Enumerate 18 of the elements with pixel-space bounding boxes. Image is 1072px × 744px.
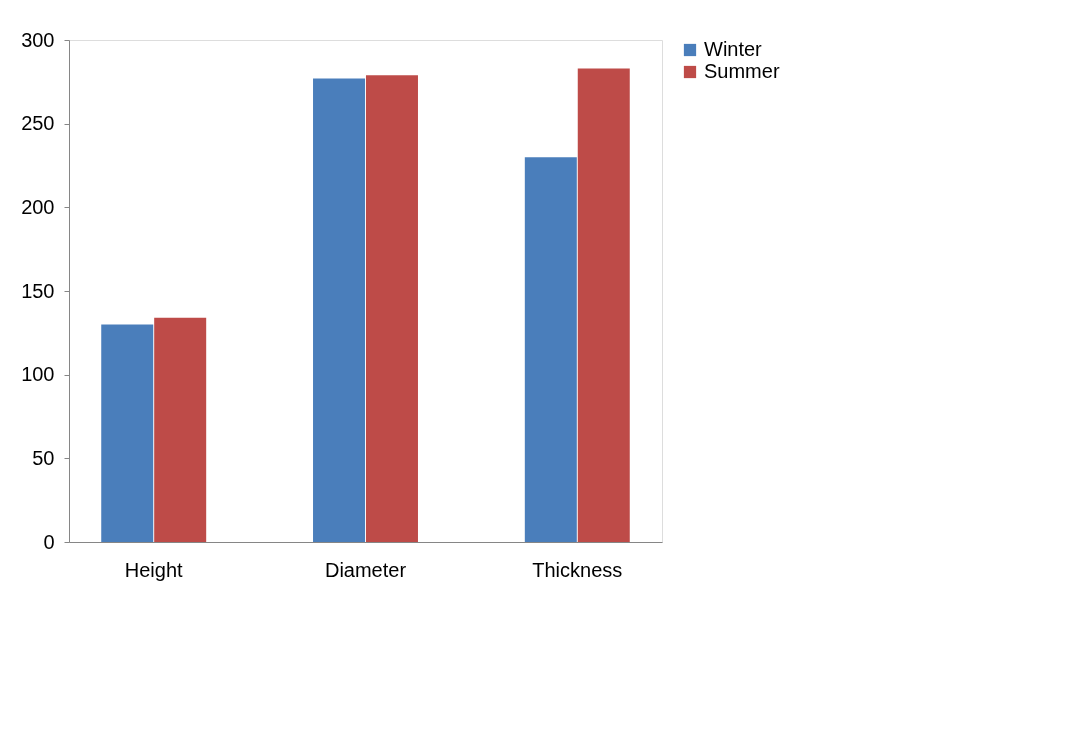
x-tick-label: Height [124,558,184,581]
bar [154,317,207,542]
y-tick-label: 150 [21,279,55,302]
y-tick-label: 50 [32,446,55,469]
y-tick-label: 300 [21,28,55,51]
x-tick-label: Thickness [532,558,623,581]
legend-label: Winter [704,38,763,60]
bar [524,157,577,542]
bar [365,75,418,542]
bar [577,68,630,542]
y-tick-label: 200 [21,195,55,218]
legend-label: Summer [704,60,780,82]
y-tick-label: 250 [21,112,55,135]
y-tick-label: 100 [21,363,55,386]
y-tick-label: 0 [43,530,55,553]
bar [313,78,366,542]
x-tick-label: Diameter [324,558,407,581]
bar [101,324,154,542]
